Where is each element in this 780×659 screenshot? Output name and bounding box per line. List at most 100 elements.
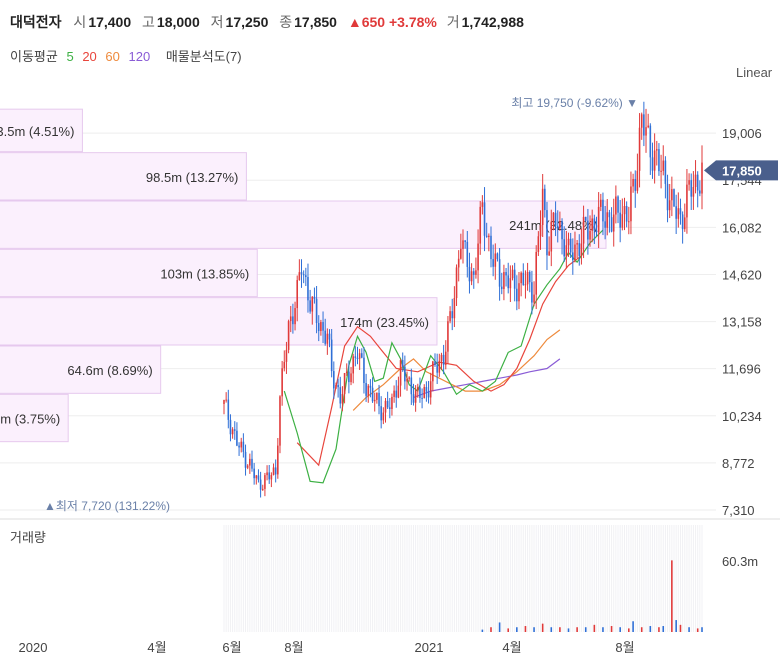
candle-body [513, 269, 516, 289]
high-label: 고 [142, 14, 155, 30]
close-value: 17,850 [294, 14, 337, 30]
volume-profile-label[interactable]: 매물분석도(7) [165, 49, 242, 64]
candle-body [647, 125, 649, 128]
candle-body [692, 187, 695, 197]
candle-body [326, 333, 329, 344]
ma60-line [352, 329, 561, 411]
candle-body [246, 465, 249, 468]
candle-body [608, 212, 611, 218]
candle-body [653, 150, 656, 171]
candle-body [404, 366, 406, 382]
candle-body [671, 189, 673, 201]
ma20-label[interactable]: 20 [82, 49, 97, 64]
candle-body [683, 217, 686, 230]
candle-body [595, 230, 598, 233]
candle-body [395, 390, 398, 398]
candle-body [244, 451, 247, 468]
candle-body [606, 212, 609, 228]
candle-body [537, 236, 540, 252]
candle-body [531, 282, 533, 303]
candle-body [472, 271, 475, 275]
candle-body [636, 170, 639, 191]
candle-body [287, 321, 290, 350]
candle-body [427, 391, 430, 398]
quote-header: 대덕전자 시 17,400 고 18,000 저 17,250 종 17,850 ▲65… [10, 12, 531, 32]
candle-body [348, 371, 350, 383]
open-label: 시 [73, 14, 87, 30]
candle-body [554, 212, 557, 226]
candle-body [376, 392, 378, 400]
volume-bar [584, 627, 587, 632]
candle-body [535, 251, 538, 295]
candle-body [503, 272, 505, 290]
ma-label[interactable]: 이동평균 [10, 49, 58, 64]
volume-bar [675, 620, 677, 632]
candle-body [401, 359, 404, 367]
candle-body [438, 360, 441, 373]
candle-body [242, 441, 245, 452]
candle-body [337, 384, 339, 388]
candle-body [686, 184, 688, 218]
candle-body [444, 351, 447, 365]
volume-bar [627, 628, 630, 632]
candle-body [324, 330, 326, 344]
candle-body [259, 479, 262, 490]
candle-body [419, 387, 421, 398]
candle-body [270, 474, 273, 480]
candle-body [257, 475, 260, 480]
candle-body [643, 114, 645, 136]
ma5-label[interactable]: 5 [66, 49, 74, 64]
candle-body [457, 258, 460, 268]
ma120-line [413, 358, 561, 399]
candle-body [600, 199, 602, 207]
volume-profile-bar [0, 152, 247, 201]
candle-body [582, 216, 585, 244]
volume-bar [671, 560, 673, 632]
candle-body [436, 365, 438, 373]
candle-body [602, 199, 604, 222]
volume-profile-label: 33.5m (4.51%) [0, 124, 74, 139]
candle-body [488, 235, 490, 237]
candle-body [479, 206, 482, 244]
candle-body [604, 221, 606, 228]
candle-body [533, 294, 535, 303]
candle-body [556, 225, 559, 229]
current-price-label: 17,850 [722, 163, 762, 178]
volume-bar [679, 624, 682, 632]
candle-body [365, 383, 367, 396]
candle-body [414, 390, 417, 403]
candle-body [550, 221, 553, 252]
candle-body [249, 458, 251, 466]
candle-body [384, 400, 387, 413]
candle-body [561, 221, 563, 240]
volume-profile-label: 103m (13.85%) [160, 266, 249, 281]
candle-body [397, 385, 400, 398]
volume-bar [507, 628, 510, 632]
volume-bar [610, 626, 613, 632]
candle-body [380, 406, 382, 421]
ma120-label[interactable]: 120 [128, 49, 151, 64]
candle-body [662, 160, 665, 171]
volume-profile-bar [0, 393, 69, 443]
ma60-label[interactable]: 60 [105, 49, 120, 64]
candle-body [363, 357, 365, 384]
candle-body [225, 399, 227, 401]
candle-body [328, 333, 331, 340]
candle-body [361, 353, 363, 358]
candle-body [511, 269, 514, 279]
candle-body [255, 475, 258, 479]
candle-body [373, 399, 376, 402]
volume-bar [619, 627, 621, 632]
candle-body [264, 475, 266, 489]
candle-body [593, 218, 596, 231]
volume-bar [696, 628, 699, 632]
candle-body [231, 429, 234, 435]
candle-body [315, 298, 318, 324]
candle-body [651, 157, 654, 171]
candle-body [694, 174, 697, 188]
candle-body [664, 160, 667, 184]
y-tick-label: 19,006 [722, 126, 762, 141]
candle-body [552, 212, 555, 222]
candle-body [546, 210, 548, 256]
